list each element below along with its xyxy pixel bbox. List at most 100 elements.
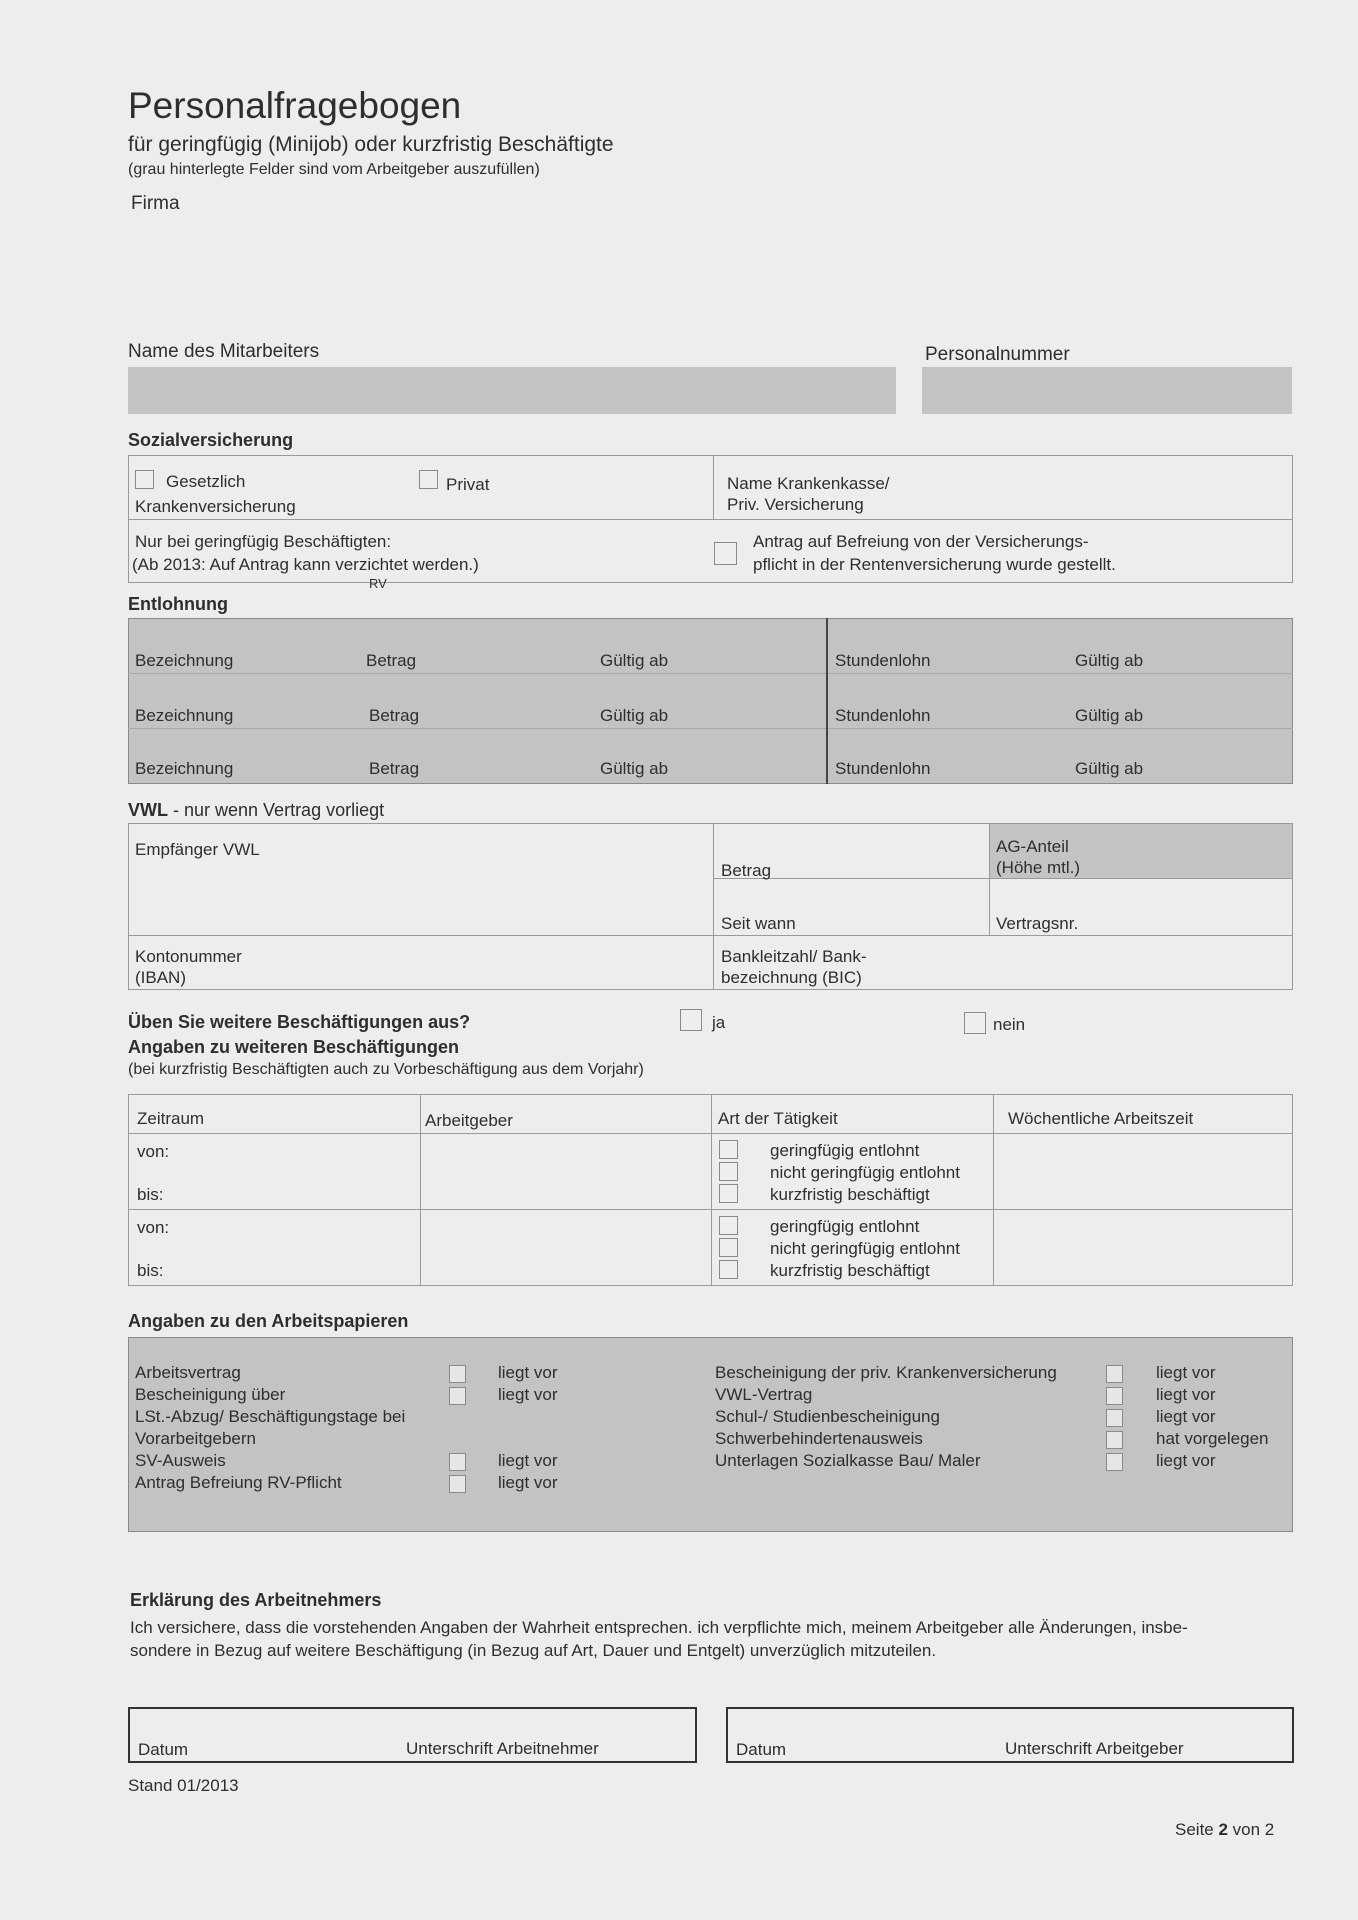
- papier-checkbox[interactable]: [449, 1475, 466, 1493]
- papier-status: liegt vor: [1156, 1363, 1216, 1382]
- papier-label: Unterlagen Sozialkasse Bau/ Maler: [715, 1451, 981, 1470]
- firma-label: Firma: [131, 193, 180, 214]
- papier-status: liegt vor: [498, 1473, 558, 1492]
- ja-label: ja: [712, 1013, 726, 1032]
- nur-label: Nur bei geringfügig Beschäftigten:: [135, 532, 392, 551]
- signature-employee-box[interactable]: [128, 1707, 697, 1763]
- art-option-label: geringfügig entlohnt: [770, 1141, 920, 1160]
- unterschrift-ag-label: Unterschrift Arbeitgeber: [1005, 1739, 1184, 1758]
- stundenlohn-label: Stundenlohn: [835, 651, 931, 670]
- papier-label: Antrag Befreiung RV-Pflicht: [135, 1473, 342, 1492]
- art-option-label: kurzfristig beschäftigt: [770, 1185, 930, 1204]
- vertragsnr-label: Vertragsnr.: [996, 914, 1079, 933]
- gesetzlich-checkbox[interactable]: [135, 470, 154, 489]
- art-checkbox[interactable]: [719, 1238, 738, 1257]
- erklaerung-text-2: sondere in Bezug auf weitere Beschäftigu…: [130, 1641, 937, 1660]
- art-option-label: nicht geringfügig entlohnt: [770, 1163, 960, 1182]
- antrag-label: Antrag auf Befreiung von der Versicherun…: [753, 532, 1089, 551]
- ag-label: AG-Anteil: [996, 837, 1069, 856]
- weitere-note: (bei kurzfristig Beschäftigten auch zu V…: [128, 1061, 644, 1078]
- art-checkbox[interactable]: [719, 1162, 738, 1181]
- ag-label-2: (Höhe mtl.): [996, 858, 1081, 877]
- bezeichnung-label: Bezeichnung: [135, 759, 234, 778]
- gueltig-label: Gültig ab: [600, 651, 669, 670]
- gueltig-label: Gültig ab: [600, 759, 669, 778]
- privat-checkbox[interactable]: [419, 470, 438, 489]
- betrag-label: Betrag: [366, 651, 417, 670]
- bis-label: bis:: [137, 1185, 164, 1204]
- page-number: Seite 2 von 2: [1175, 1820, 1275, 1839]
- seit-label: Seit wann: [721, 914, 796, 933]
- nein-label: nein: [993, 1015, 1026, 1034]
- blz-label: Bankleitzahl/ Bank-: [721, 947, 867, 966]
- stundenlohn-label: Stundenlohn: [835, 759, 931, 778]
- papier-status: liegt vor: [498, 1385, 558, 1404]
- papier-status: liegt vor: [1156, 1451, 1216, 1470]
- section-heading-papiere: Angaben zu den Arbeitspapieren: [128, 1311, 409, 1331]
- papier-checkbox[interactable]: [449, 1365, 466, 1383]
- rv-label: RV: [369, 576, 387, 591]
- art-checkbox[interactable]: [719, 1260, 738, 1279]
- subtitle: für geringfügig (Minijob) oder kurzfrist…: [128, 133, 614, 156]
- ja-checkbox[interactable]: [680, 1009, 702, 1031]
- vwl-heading: VWL: [128, 800, 168, 820]
- col-arbeitgeber: Arbeitgeber: [425, 1111, 513, 1130]
- papier-checkbox[interactable]: [1106, 1453, 1123, 1471]
- papier-checkbox[interactable]: [1106, 1387, 1123, 1405]
- papier-label: Schwerbehindertenausweis: [715, 1429, 923, 1448]
- von-label: von:: [137, 1142, 170, 1161]
- papier-status: liegt vor: [498, 1451, 558, 1470]
- question-label: Üben Sie weitere Beschäftigungen aus?: [128, 1012, 471, 1032]
- name-label: Name des Mitarbeiters: [128, 341, 320, 362]
- vwl-heading-rest: - nur wenn Vertrag vorliegt: [168, 800, 385, 820]
- section-heading-weitere: Angaben zu weiteren Beschäftigungen: [128, 1037, 460, 1057]
- art-option-label: nicht geringfügig entlohnt: [770, 1239, 960, 1258]
- papier-label: SV-Ausweis: [135, 1451, 226, 1470]
- betrag-label: Betrag: [721, 861, 772, 880]
- kasse-label-2: Priv. Versicherung: [727, 495, 864, 514]
- art-option-label: kurzfristig beschäftigt: [770, 1261, 930, 1280]
- papier-checkbox[interactable]: [1106, 1365, 1123, 1383]
- gesetzlich-label: Gesetzlich: [166, 472, 246, 491]
- entlohnung-box: [128, 618, 1293, 784]
- art-checkbox[interactable]: [719, 1216, 738, 1235]
- name-field[interactable]: [128, 367, 896, 414]
- privat-label: Privat: [446, 475, 490, 494]
- papiere-box: [128, 1337, 1293, 1532]
- art-checkbox[interactable]: [719, 1184, 738, 1203]
- ab-label: (Ab 2013: Auf Antrag kann verzichtet wer…: [132, 555, 479, 574]
- befreiung-checkbox[interactable]: [714, 542, 737, 565]
- unterschrift-an-label: Unterschrift Arbeitnehmer: [406, 1739, 599, 1758]
- papier-checkbox[interactable]: [1106, 1431, 1123, 1449]
- konto-label-2: (IBAN): [135, 968, 186, 987]
- stand-label: Stand 01/2013: [128, 1776, 239, 1795]
- gueltig-label: Gültig ab: [1075, 759, 1144, 778]
- antrag-label-2: pflicht in der Rentenversicherung wurde …: [753, 555, 1116, 574]
- bezeichnung-label: Bezeichnung: [135, 651, 234, 670]
- papier-checkbox[interactable]: [449, 1387, 466, 1405]
- papier-label: Vorarbeitgebern: [135, 1429, 256, 1448]
- signature-employer-box[interactable]: [726, 1707, 1294, 1763]
- papier-checkbox[interactable]: [1106, 1409, 1123, 1427]
- personalnummer-field[interactable]: [922, 367, 1292, 414]
- papier-label: Bescheinigung der priv. Krankenversicher…: [715, 1363, 1057, 1382]
- kranken-label: Krankenversicherung: [135, 497, 296, 516]
- erklaerung-text-1: Ich versichere, dass die vorstehenden An…: [130, 1618, 1188, 1637]
- papier-status: liegt vor: [498, 1363, 558, 1382]
- papier-checkbox[interactable]: [449, 1453, 466, 1471]
- art-checkbox[interactable]: [719, 1140, 738, 1159]
- betrag-label: Betrag: [369, 706, 420, 725]
- empfaenger-label: Empfänger VWL: [135, 840, 260, 859]
- konto-label: Kontonummer: [135, 947, 242, 966]
- col-zeitraum: Zeitraum: [137, 1109, 205, 1128]
- page-title: Personalfragebogen: [128, 85, 462, 126]
- betrag-label: Betrag: [369, 759, 420, 778]
- nein-checkbox[interactable]: [964, 1012, 986, 1034]
- section-heading-sozial: Sozialversicherung: [128, 430, 294, 450]
- note: (grau hinterlegte Felder sind vom Arbeit…: [128, 161, 540, 178]
- art-option-label: geringfügig entlohnt: [770, 1217, 920, 1236]
- gueltig-label: Gültig ab: [600, 706, 669, 725]
- papier-status: liegt vor: [1156, 1385, 1216, 1404]
- bezeichnung-label: Bezeichnung: [135, 706, 234, 725]
- weitere-table: [128, 1094, 1293, 1286]
